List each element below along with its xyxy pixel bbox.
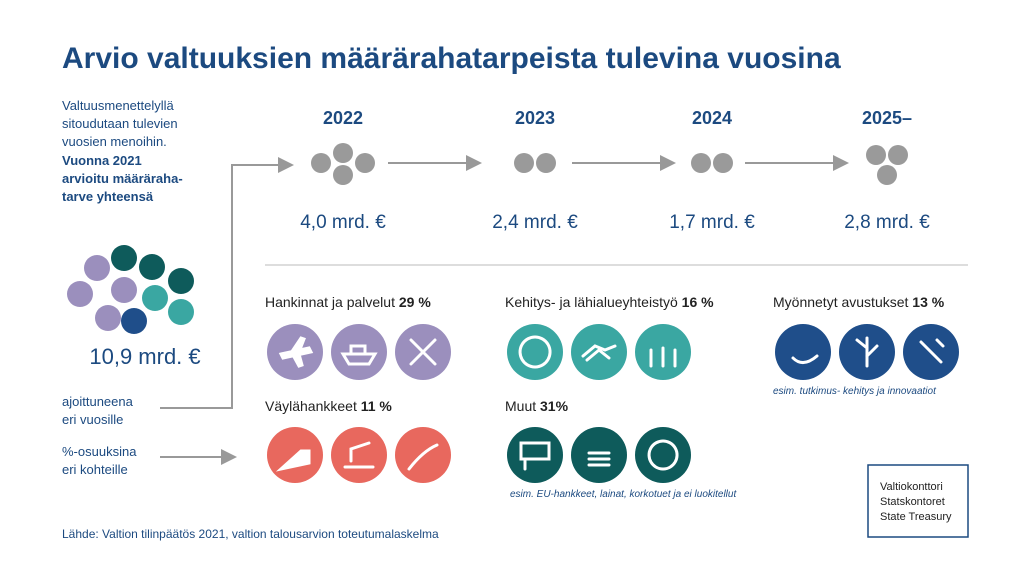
icon — [581, 344, 617, 362]
dot — [355, 153, 375, 173]
year: 2025– — [862, 108, 912, 128]
icon — [407, 443, 439, 471]
title: Arvio valtuuksien määrärahatarpeista tul… — [62, 42, 841, 75]
icon — [791, 354, 819, 364]
intro-line: vuosien menoihin. — [62, 134, 167, 149]
intro-bold: Vuonna 2021 — [62, 153, 142, 168]
category-header: Muut 31% — [505, 398, 569, 414]
icon — [275, 449, 311, 472]
category-name: Väylähankkeet — [265, 398, 357, 414]
amount: 4,0 mrd. € — [300, 212, 386, 233]
icon — [343, 441, 375, 469]
dot — [713, 153, 733, 173]
intro-line: Valtuusmenettelyllä — [62, 98, 175, 113]
icon — [587, 451, 611, 467]
category-note: esim. EU-hankkeet, lainat, korkotuet ja … — [510, 489, 737, 500]
year: 2024 — [692, 108, 732, 128]
icon-bg — [635, 427, 691, 483]
side-label: eri vuosille — [62, 412, 123, 427]
logo-text: Valtiokonttori — [880, 481, 943, 493]
icon — [278, 336, 314, 368]
icon — [409, 338, 437, 366]
category-share: 13 % — [912, 294, 944, 310]
logo-text: Statskontoret — [880, 496, 945, 508]
category-name: Myönnetyt avustukset — [773, 294, 909, 310]
category-share: 29 % — [399, 294, 431, 310]
source: Lähde: Valtion tilinpäätös 2021, valtion… — [62, 527, 439, 541]
icon — [340, 344, 378, 366]
amount: 1,7 mrd. € — [669, 212, 755, 233]
logo-box — [867, 464, 969, 538]
intro: Valtuusmenettelyllä sitoudutaan tulevien… — [62, 98, 183, 204]
side-label: ajoittuneena — [62, 394, 134, 409]
side-label: %-osuuksina — [62, 444, 137, 459]
category-note: esim. tutkimus- kehitys ja innovaatiot — [773, 386, 937, 397]
dot — [536, 153, 556, 173]
amount: 2,8 mrd. € — [844, 212, 930, 233]
category-header: Hankinnat ja palvelut 29 % — [265, 294, 431, 310]
icon — [518, 335, 552, 369]
icon — [649, 346, 677, 368]
dot-cluster — [67, 245, 194, 334]
icon-bg — [507, 427, 563, 483]
dot — [514, 153, 534, 173]
icon-bg — [571, 427, 627, 483]
timeline: 2022 4,0 mrd. € 2023 2,4 mrd. € 2024 1,7 mrd.… — [300, 108, 930, 233]
icon-bg — [331, 427, 387, 483]
total: 10,9 mrd. € — [89, 344, 200, 369]
category-share: 31% — [540, 398, 569, 414]
icon — [855, 336, 879, 368]
dot — [333, 165, 353, 185]
icon — [519, 441, 551, 471]
side-label: eri kohteille — [62, 462, 128, 477]
intro-bold: tarve yhteensä — [62, 189, 154, 204]
category-header: Kehitys- ja lähialueyhteistyö 16 % — [505, 294, 714, 310]
year: 2023 — [515, 108, 555, 128]
category-header: Väylähankkeet 11 % — [265, 398, 392, 414]
logo-text: State Treasury — [880, 511, 952, 523]
dot — [691, 153, 711, 173]
category-share: 16 % — [682, 294, 714, 310]
category-header: Myönnetyt avustukset 13 % — [773, 294, 945, 310]
category-name: Hankinnat ja palvelut — [265, 294, 395, 310]
dot — [888, 145, 908, 165]
dot — [866, 145, 886, 165]
dot — [877, 165, 897, 185]
category-share: 11 % — [361, 398, 393, 414]
categories: Hankinnat ja palvelut 29 % Kehitys- ja lä… — [265, 294, 959, 500]
icon-bg — [507, 324, 563, 380]
year: 2022 — [323, 108, 363, 128]
icon — [919, 338, 945, 364]
category-name: Kehitys- ja lähialueyhteistyö — [505, 294, 678, 310]
icon-bg — [775, 324, 831, 380]
category-name: Muut — [505, 398, 536, 414]
intro-line: sitoudutaan tulevien — [62, 116, 178, 131]
dot — [311, 153, 331, 173]
icon-bg — [571, 324, 627, 380]
icon-bg — [331, 324, 387, 380]
dot — [333, 143, 353, 163]
amount: 2,4 mrd. € — [492, 212, 578, 233]
intro-bold: arvioitu määräraha- — [62, 171, 183, 186]
arrow — [160, 157, 294, 409]
icon — [647, 439, 679, 471]
